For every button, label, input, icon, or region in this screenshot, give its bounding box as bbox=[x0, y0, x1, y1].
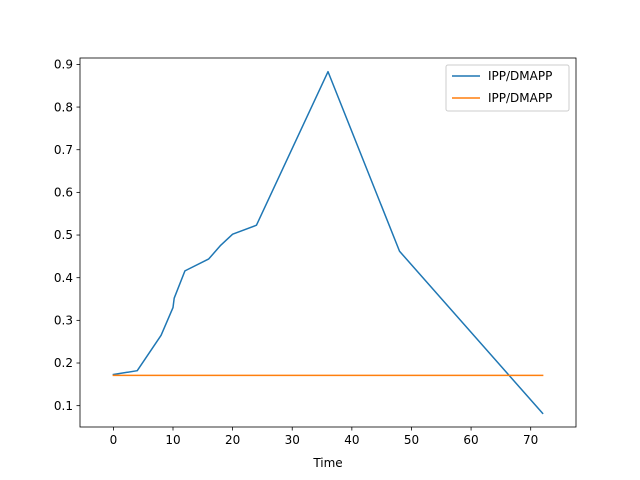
x-tick-label: 10 bbox=[165, 433, 180, 447]
x-tick-label: 30 bbox=[285, 433, 300, 447]
x-axis-label: Time bbox=[312, 456, 342, 470]
y-tick-label: 0.8 bbox=[54, 100, 73, 114]
y-tick-label: 0.5 bbox=[54, 228, 73, 242]
legend-label-0: IPP/DMAPP bbox=[488, 69, 552, 83]
y-tick-label: 0.6 bbox=[54, 186, 73, 200]
plot-frame bbox=[79, 57, 577, 428]
x-axis: 0 10 20 30 40 50 60 70 bbox=[110, 427, 538, 447]
y-axis: 0.1 0.2 0.3 0.4 0.5 0.6 0.7 0.8 0.9 bbox=[54, 58, 80, 413]
y-tick-label: 0.9 bbox=[54, 58, 73, 72]
y-tick-label: 0.2 bbox=[54, 356, 73, 370]
y-tick-label: 0.7 bbox=[54, 143, 73, 157]
x-tick-label: 70 bbox=[523, 433, 538, 447]
series-line-0 bbox=[112, 70, 544, 415]
x-tick-label: 60 bbox=[463, 433, 478, 447]
y-tick-label: 0.3 bbox=[54, 314, 73, 328]
y-tick-label: 0.1 bbox=[54, 399, 73, 413]
x-tick-label: 40 bbox=[344, 433, 359, 447]
legend-label-1: IPP/DMAPP bbox=[488, 91, 552, 105]
x-tick-label: 50 bbox=[404, 433, 419, 447]
legend: IPP/DMAPP IPP/DMAPP bbox=[445, 64, 570, 112]
x-tick-label: 0 bbox=[110, 433, 118, 447]
y-tick-label: 0.4 bbox=[54, 271, 73, 285]
plot-lines bbox=[112, 70, 544, 415]
x-tick-label: 20 bbox=[225, 433, 240, 447]
